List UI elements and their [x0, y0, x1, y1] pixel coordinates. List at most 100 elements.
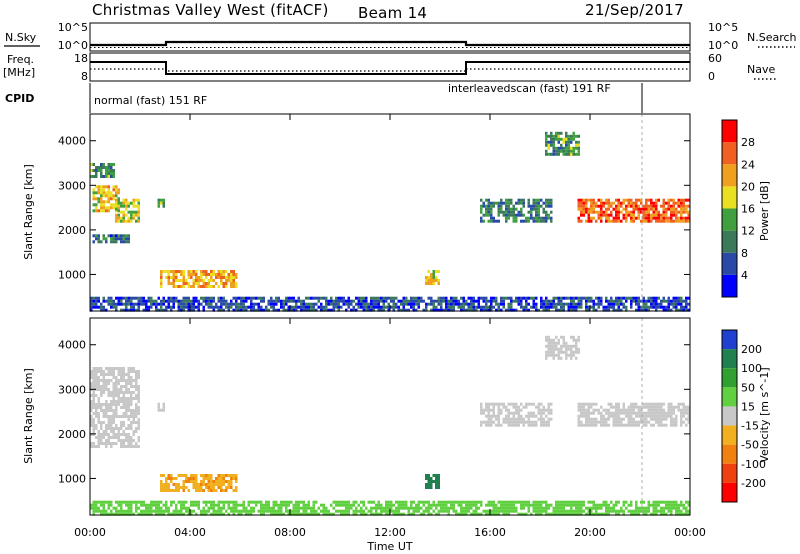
velocity-cell	[562, 506, 565, 510]
velocity-cell	[685, 500, 688, 504]
power-cell	[150, 305, 153, 309]
velocity-cell	[427, 506, 430, 510]
velocity-cell	[137, 391, 140, 394]
velocity-cell	[675, 405, 678, 409]
velocity-cell	[370, 506, 373, 510]
velocity-cell	[510, 503, 513, 507]
velocity-cell	[127, 415, 130, 418]
power-cell	[515, 207, 518, 211]
velocity-cell	[657, 414, 660, 418]
velocity-cell	[587, 506, 590, 510]
power-cell	[130, 201, 133, 205]
velocity-cell	[607, 411, 610, 415]
power-cell	[517, 198, 520, 202]
velocity-cell	[332, 506, 335, 510]
velocity-cell	[450, 506, 453, 510]
power-cell	[630, 198, 633, 202]
velocity-cell	[680, 423, 683, 427]
power-cell	[402, 305, 405, 309]
power-cell	[565, 149, 568, 153]
power-cell	[680, 207, 683, 211]
velocity-cell	[512, 420, 515, 424]
velocity-cell	[107, 427, 110, 430]
power-cell	[100, 200, 103, 204]
velocity-cell	[602, 420, 605, 424]
velocity-cell	[97, 376, 100, 379]
velocity-cell	[630, 509, 633, 513]
velocity-cell	[282, 503, 285, 507]
power-cell	[430, 296, 433, 300]
power-cell	[192, 305, 195, 309]
velocity-cell	[247, 500, 250, 504]
velocity-cell	[200, 486, 203, 489]
power-cell	[532, 207, 535, 211]
velocity-cell	[105, 367, 108, 370]
power-cell	[490, 201, 493, 205]
velocity-cell	[497, 423, 500, 427]
velocity-cell	[667, 408, 670, 412]
velocity-cell	[105, 406, 108, 409]
power-cell	[165, 276, 168, 279]
velocity-cell	[112, 409, 115, 412]
power-cell	[212, 305, 215, 309]
power-cell	[677, 299, 680, 303]
power-cell	[177, 285, 180, 288]
velocity-cell	[185, 509, 188, 513]
velocity-cell	[465, 500, 468, 504]
velocity-cell	[637, 506, 640, 510]
velocity-cell	[217, 477, 220, 480]
power-cell	[132, 213, 135, 217]
power-cell	[100, 194, 103, 198]
power-cell	[585, 299, 588, 303]
power-cell	[110, 237, 113, 241]
velocity-cell	[110, 418, 113, 421]
velocity-cell	[240, 512, 243, 516]
velocity-cell	[132, 385, 135, 388]
velocity-cell	[332, 512, 335, 516]
velocity-cell	[630, 420, 633, 424]
velocity-cell	[557, 503, 560, 507]
power-cell	[137, 219, 140, 223]
power-cell	[527, 296, 530, 300]
power-cell	[635, 198, 638, 202]
velocity-cell	[587, 417, 590, 421]
velocity-cell	[555, 335, 558, 339]
velocity-cell	[485, 420, 488, 424]
velocity-cell	[182, 506, 185, 510]
power-cell	[575, 143, 578, 147]
velocity-cell	[227, 503, 230, 507]
velocity-cell	[642, 414, 645, 418]
velocity-cell	[90, 424, 93, 427]
power-cell	[557, 296, 560, 300]
power-cell	[577, 140, 580, 144]
power-cell	[132, 308, 135, 312]
power-cell	[170, 270, 173, 273]
velocity-cell	[555, 353, 558, 357]
power-cell	[617, 201, 620, 205]
velocity-cell	[125, 433, 128, 436]
velocity-cell	[95, 403, 98, 406]
power-cell	[362, 299, 365, 303]
velocity-cell	[572, 344, 575, 348]
velocity-cell	[210, 503, 213, 507]
power-cell	[180, 308, 183, 312]
velocity-cell	[510, 402, 513, 406]
velocity-cell	[177, 500, 180, 504]
power-cell	[210, 285, 213, 288]
power-cell	[597, 305, 600, 309]
velocity-cell	[627, 509, 630, 513]
velocity-cell	[135, 409, 138, 412]
power-cell	[397, 299, 400, 303]
velocity-cell	[650, 417, 653, 421]
velocity-cell	[540, 500, 543, 504]
power-cell	[647, 219, 650, 223]
power-cell	[225, 270, 228, 273]
power-cell	[535, 213, 538, 217]
velocity-cell	[160, 500, 163, 504]
velocity-cell	[672, 420, 675, 424]
velocity-cell	[405, 500, 408, 504]
power-cell	[567, 143, 570, 147]
velocity-cell	[480, 420, 483, 424]
velocity-cell	[107, 382, 110, 385]
power-cell	[367, 305, 370, 309]
